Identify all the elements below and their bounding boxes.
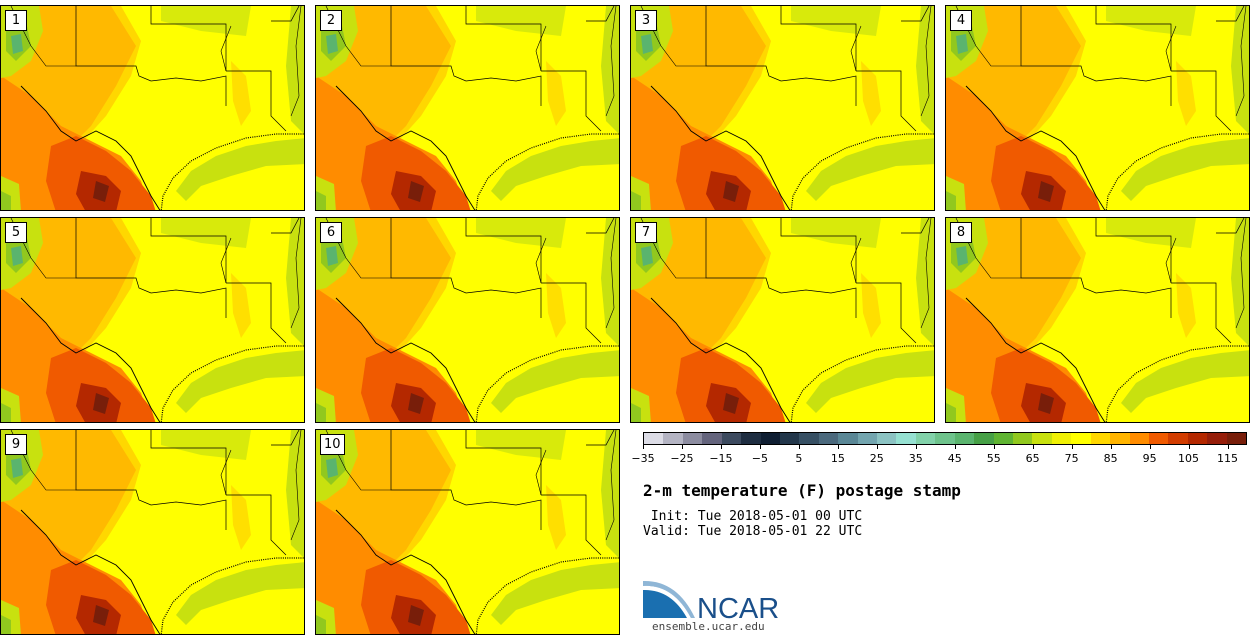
ensemble-member-map: 8 (945, 217, 1250, 423)
ensemble-member-map: 2 (315, 5, 620, 211)
colorbar-tick-label: 85 (1103, 452, 1118, 465)
colorbar-swatch (877, 433, 897, 444)
colorbar-swatch (1013, 433, 1033, 444)
colorbar-swatch (1168, 433, 1188, 444)
ensemble-member-map: 7 (630, 217, 935, 423)
colorbar-tick (1071, 445, 1073, 449)
ensemble-url: ensemble.ucar.edu (652, 620, 765, 633)
colorbar-swatch (974, 433, 994, 444)
colorbar-tick-label: 25 (869, 452, 884, 465)
colorbar-tick-label: 95 (1142, 452, 1157, 465)
colorbar-swatch (1207, 433, 1227, 444)
member-number-label: 3 (635, 10, 657, 31)
member-number-label: 1 (5, 10, 27, 31)
colorbar-tick (954, 445, 956, 449)
colorbar-swatch (1148, 433, 1169, 444)
colorbar-tick (720, 445, 722, 449)
colorbar-tick-label: 75 (1064, 452, 1079, 465)
colorbar-tick-label: 35 (908, 452, 923, 465)
colorbar-swatch (993, 433, 1014, 444)
colorbar-swatch (760, 433, 780, 444)
colorbar-swatch (644, 433, 664, 444)
colorbar-tick (837, 445, 839, 449)
colorbar-swatch (1110, 433, 1130, 444)
logo-text: NCAR (697, 593, 779, 623)
member-number-label: 8 (950, 222, 972, 243)
ensemble-member-map: 3 (630, 5, 935, 211)
colorbar-swatch (896, 433, 916, 444)
colorbar-tick-label: 115 (1217, 452, 1239, 465)
member-number-label: 2 (320, 10, 342, 31)
colorbar-tick-label: −15 (709, 452, 733, 465)
ncar-logo: NCAR (643, 580, 779, 623)
colorbar-tick (915, 445, 917, 449)
colorbar-tick-label: 105 (1178, 452, 1200, 465)
colorbar-swatch (838, 433, 858, 444)
colorbar-tick (759, 445, 761, 449)
member-number-label: 10 (320, 434, 345, 455)
colorbar-swatch (702, 433, 722, 444)
colorbar-ticks: −35 −25 −15 −5 5 15 25 35 45 55 65 75 85 95 105 115 (631, 445, 1247, 469)
temperature-colorbar (643, 432, 1247, 445)
colorbar-tick-label: −35 (631, 452, 655, 465)
ensemble-member-map: 5 (0, 217, 305, 423)
colorbar-swatch (1051, 433, 1072, 444)
colorbar-tick (643, 445, 644, 449)
colorbar-swatch (799, 433, 819, 444)
colorbar-tick-label: −5 (751, 452, 768, 465)
colorbar-tick (993, 445, 995, 449)
colorbar-swatch (1071, 433, 1091, 444)
colorbar-tick (1227, 445, 1229, 449)
colorbar-swatch (741, 433, 761, 444)
colorbar-swatch (1090, 433, 1111, 444)
colorbar-tick-label: 5 (795, 452, 803, 465)
init-time: Init: Tue 2018-05-01 00 UTC (643, 509, 863, 524)
member-number-label: 5 (5, 222, 27, 243)
colorbar-tick (798, 445, 800, 449)
colorbar-swatch (663, 433, 683, 444)
ensemble-member-map: 10 (315, 429, 620, 635)
ensemble-member-map: 6 (315, 217, 620, 423)
colorbar-swatch (1129, 433, 1149, 444)
member-number-label: 7 (635, 222, 657, 243)
colorbar-swatch (721, 433, 742, 444)
colorbar-tick (681, 445, 683, 449)
colorbar-tick (876, 445, 878, 449)
chart-title: 2-m temperature (F) postage stamp (643, 481, 961, 500)
colorbar-swatch (818, 433, 839, 444)
colorbar-tick-label: 55 (986, 452, 1001, 465)
colorbar-swatch (935, 433, 955, 444)
colorbar-swatch (1032, 433, 1052, 444)
valid-time: Valid: Tue 2018-05-01 22 UTC (643, 524, 863, 539)
ensemble-member-map: 1 (0, 5, 305, 211)
colorbar-swatch (682, 433, 703, 444)
colorbar-swatch (1187, 433, 1208, 444)
colorbar-swatch (857, 433, 878, 444)
colorbar-tick (1188, 445, 1190, 449)
colorbar-swatch (954, 433, 975, 444)
colorbar-tick-label: 45 (947, 452, 962, 465)
colorbar-tick-label: 15 (830, 452, 845, 465)
ensemble-member-map: 9 (0, 429, 305, 635)
colorbar-swatch (1226, 433, 1247, 444)
colorbar-tick-label: 65 (1025, 452, 1040, 465)
member-number-label: 6 (320, 222, 342, 243)
colorbar-tick (1032, 445, 1034, 449)
member-number-label: 9 (5, 434, 27, 455)
colorbar-tick (1149, 445, 1151, 449)
ensemble-member-map: 4 (945, 5, 1250, 211)
colorbar-tick-label: −25 (670, 452, 694, 465)
colorbar-tick (1110, 445, 1112, 449)
colorbar-swatch (915, 433, 936, 444)
member-number-label: 4 (950, 10, 972, 31)
colorbar-swatch (779, 433, 800, 444)
